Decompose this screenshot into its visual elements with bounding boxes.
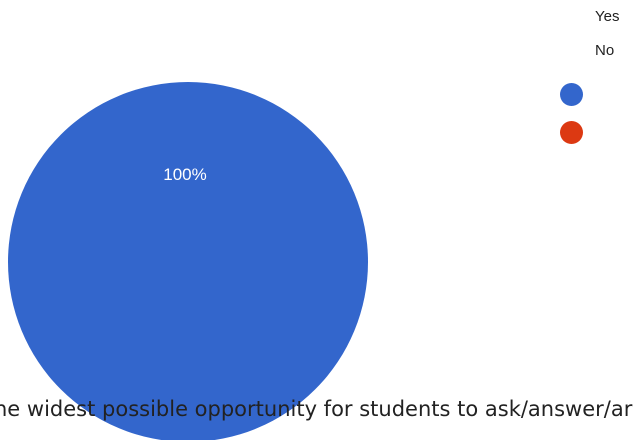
legend-label-yes: Yes xyxy=(595,8,620,25)
legend-label-no: No xyxy=(595,42,615,59)
legend-swatch-yes xyxy=(560,83,583,106)
pie-slice-yes[interactable] xyxy=(8,82,368,440)
slice-label-yes: 100% xyxy=(163,165,207,184)
question-caption: he widest possible opportunity for stude… xyxy=(0,397,633,421)
legend-swatch-no xyxy=(560,121,583,144)
